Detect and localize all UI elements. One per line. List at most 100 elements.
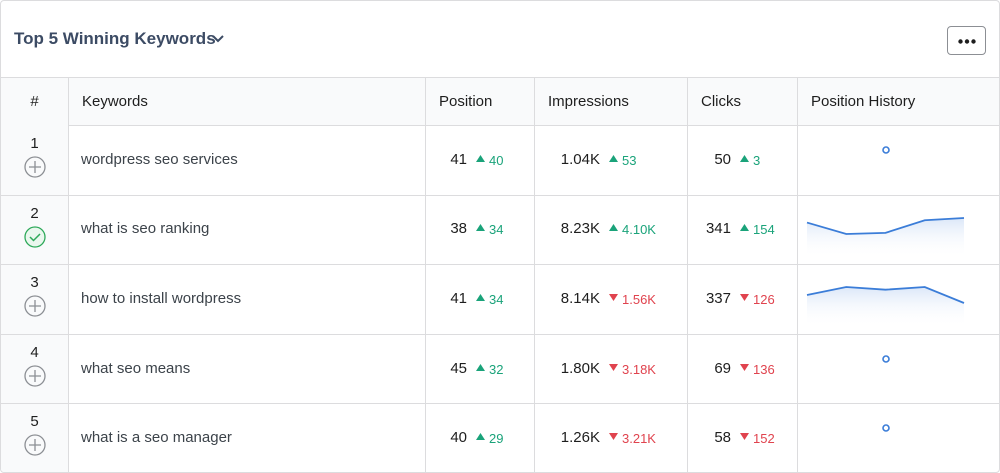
- add-button[interactable]: [23, 364, 47, 388]
- arrow-shape: [609, 224, 618, 232]
- position-history: [882, 354, 890, 363]
- down-arrow: [740, 294, 749, 301]
- add-button[interactable]: [23, 294, 47, 318]
- clicks-change: 136: [753, 361, 775, 377]
- icon-plus: [29, 439, 41, 452]
- column-divider: [797, 78, 798, 472]
- column-divider: [687, 78, 688, 472]
- position: 38: [450, 220, 467, 238]
- keyword: what is seo ranking: [81, 220, 210, 238]
- position-history: [806, 286, 965, 328]
- icon-check: [29, 233, 41, 242]
- up-arrow: [476, 154, 485, 162]
- impressions-change: 1.56K: [622, 292, 656, 307]
- arrow-shape: [476, 154, 485, 162]
- down-arrow: [740, 433, 749, 441]
- rank: 1: [30, 135, 39, 152]
- column-header: Position: [439, 93, 493, 110]
- icon-plus: [29, 300, 41, 313]
- clicks: 341: [705, 220, 731, 238]
- position: 41: [450, 150, 467, 168]
- column-divider: [68, 78, 69, 472]
- column-header: Position History: [811, 93, 916, 110]
- history-point: [882, 424, 890, 433]
- clicks-change: 126: [753, 292, 775, 307]
- row-divider: [1, 194, 999, 196]
- rank: 3: [30, 274, 39, 292]
- table-header: [1, 77, 999, 126]
- up-arrow: [609, 224, 618, 232]
- row-divider: [1, 264, 999, 266]
- position-change: 29: [489, 431, 504, 447]
- arrow-shape: [609, 433, 618, 441]
- clicks: 69: [714, 359, 731, 377]
- impressions-change: 3.21K: [622, 431, 656, 447]
- more-icon: [958, 39, 976, 44]
- position-change: 34: [489, 292, 504, 307]
- impressions: 1.26K: [560, 429, 600, 447]
- arrow-shape: [740, 294, 749, 301]
- history-line: [806, 286, 965, 305]
- title-caret[interactable]: [211, 34, 225, 44]
- keyword: how to install wordpress: [81, 290, 242, 307]
- position: 40: [450, 429, 467, 447]
- arrow-shape: [609, 154, 618, 162]
- icon-plus: [29, 369, 41, 382]
- position-history: [806, 216, 965, 258]
- clicks-change: 3: [753, 152, 761, 168]
- icon-circle: [24, 295, 46, 317]
- arrow-shape: [476, 363, 485, 371]
- up-arrow: [609, 154, 618, 162]
- position: 45: [450, 359, 467, 377]
- down-arrow: [609, 363, 618, 371]
- icon-plus: [29, 161, 41, 173]
- keyword: wordpress seo services: [81, 150, 238, 168]
- position-change: 40: [489, 152, 504, 168]
- arrow-shape: [476, 294, 485, 301]
- column-divider: [534, 78, 535, 472]
- card-title[interactable]: Top 5 Winning Keywords: [14, 29, 216, 48]
- position-change: 32: [489, 361, 504, 377]
- arrow-shape: [476, 224, 485, 232]
- clicks: 58: [714, 429, 731, 447]
- arrow-shape: [740, 433, 749, 441]
- history-area: [807, 287, 964, 328]
- up-arrow: [740, 154, 749, 162]
- row-divider: [1, 333, 999, 335]
- history-point: [882, 146, 890, 154]
- clicks-change: 154: [753, 222, 775, 238]
- clicks-change: 152: [753, 431, 775, 447]
- up-arrow: [476, 363, 485, 371]
- add-button[interactable]: [23, 433, 47, 457]
- impressions: 8.23K: [560, 220, 600, 238]
- icon-circle: [24, 434, 46, 457]
- down-arrow: [740, 363, 749, 371]
- column-header: Clicks: [701, 93, 741, 110]
- add-button[interactable]: [23, 155, 47, 179]
- rank: 2: [30, 204, 39, 222]
- arrow-shape: [740, 224, 749, 232]
- column-header: #: [30, 93, 39, 110]
- column-divider: [425, 78, 426, 472]
- arrow-shape: [740, 363, 749, 371]
- up-arrow: [740, 224, 749, 232]
- history-point: [882, 354, 890, 363]
- impressions: 1.80K: [560, 359, 600, 377]
- keyword: what is a seo manager: [81, 429, 232, 447]
- more-button[interactable]: [947, 26, 986, 55]
- added-icon: [24, 225, 46, 248]
- impressions: 8.14K: [560, 290, 600, 307]
- up-arrow: [476, 294, 485, 301]
- impressions: 1.04K: [560, 150, 600, 168]
- clicks: 50: [714, 150, 731, 168]
- down-arrow: [609, 294, 618, 301]
- column-header: Impressions: [548, 93, 629, 110]
- clicks: 337: [705, 290, 731, 307]
- icon-circle: [24, 156, 46, 178]
- rank: 4: [30, 343, 39, 361]
- history-area: [807, 217, 964, 258]
- row-divider: [1, 403, 999, 405]
- up-arrow: [476, 224, 485, 232]
- history-line: [806, 216, 965, 235]
